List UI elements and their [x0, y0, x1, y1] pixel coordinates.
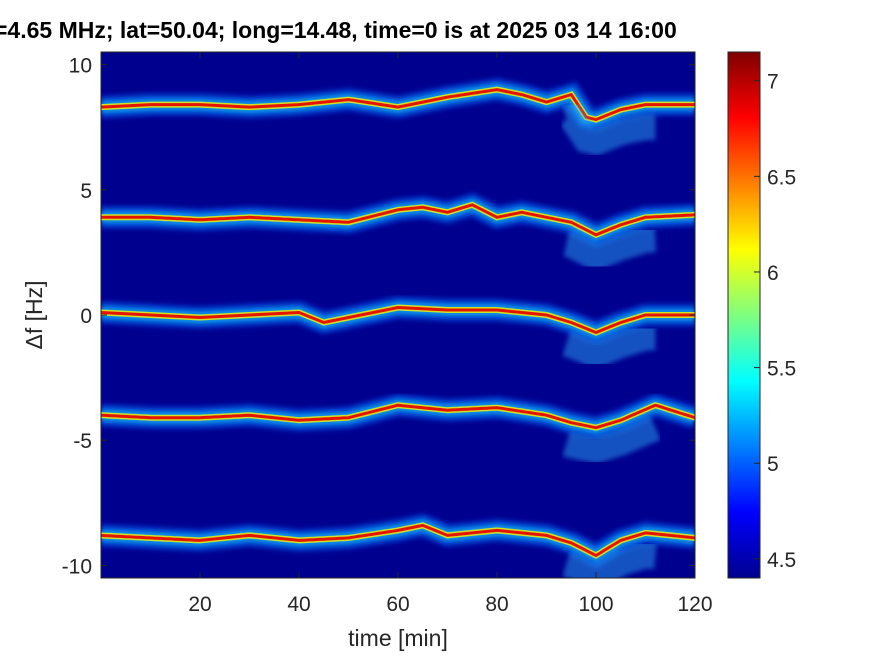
spectral-trace — [101, 513, 695, 578]
x-tick-label: 120 — [677, 593, 712, 616]
trace-spread — [562, 324, 656, 370]
y-axis-label: Δf [Hz] — [21, 280, 47, 349]
colorbar: 7 6.5 6 5.5 5 4.5 — [727, 51, 796, 579]
trace-spread — [562, 415, 661, 464]
trace-layer — [101, 78, 695, 578]
trace-core — [101, 203, 695, 237]
trace-spread — [560, 101, 656, 156]
y-tick-label: 5 — [80, 180, 92, 203]
plot-area: 20 40 60 80 100 120 10 5 0 -5 -10 — [62, 51, 713, 616]
trace-core — [101, 403, 695, 430]
trace-spread — [563, 226, 656, 272]
y-tick-label: 0 — [80, 305, 92, 328]
spectral-trace — [101, 393, 695, 464]
colorbar-tick-label: 6.5 — [767, 166, 796, 189]
y-tick-label: -10 — [62, 555, 92, 578]
spectral-trace — [101, 192, 695, 272]
colorbar-ticks: 7 6.5 6 5.5 5 4.5 — [754, 71, 796, 572]
x-tick-label: 60 — [386, 593, 409, 616]
chart-title: =4.65 MHz; lat=50.04; long=14.48, time=0… — [0, 17, 677, 43]
trace-core — [101, 305, 695, 335]
colorbar-tick-label: 6 — [767, 262, 779, 285]
y-axis: 10 5 0 -5 -10 — [62, 55, 695, 578]
y-tick-label: -5 — [73, 430, 92, 453]
colorbar-gradient — [727, 51, 761, 579]
colorbar-tick-label: 4.5 — [767, 549, 796, 572]
colorbar-tick-label: 7 — [767, 71, 779, 94]
trace-core — [101, 88, 695, 122]
colorbar-tick-label: 5.5 — [767, 358, 796, 381]
trace-core — [101, 523, 695, 558]
trace-spread — [562, 542, 657, 578]
x-axis-label: time [min] — [348, 625, 448, 651]
x-tick-label: 20 — [188, 593, 211, 616]
spectral-trace — [101, 78, 695, 156]
spectral-trace — [101, 296, 695, 370]
x-tick-label: 40 — [287, 593, 310, 616]
colorbar-tick-label: 5 — [767, 453, 779, 476]
x-axis: 20 40 60 80 100 120 — [188, 52, 713, 616]
y-tick-label: 10 — [69, 55, 92, 78]
x-tick-label: 100 — [578, 593, 613, 616]
x-tick-label: 80 — [485, 593, 508, 616]
